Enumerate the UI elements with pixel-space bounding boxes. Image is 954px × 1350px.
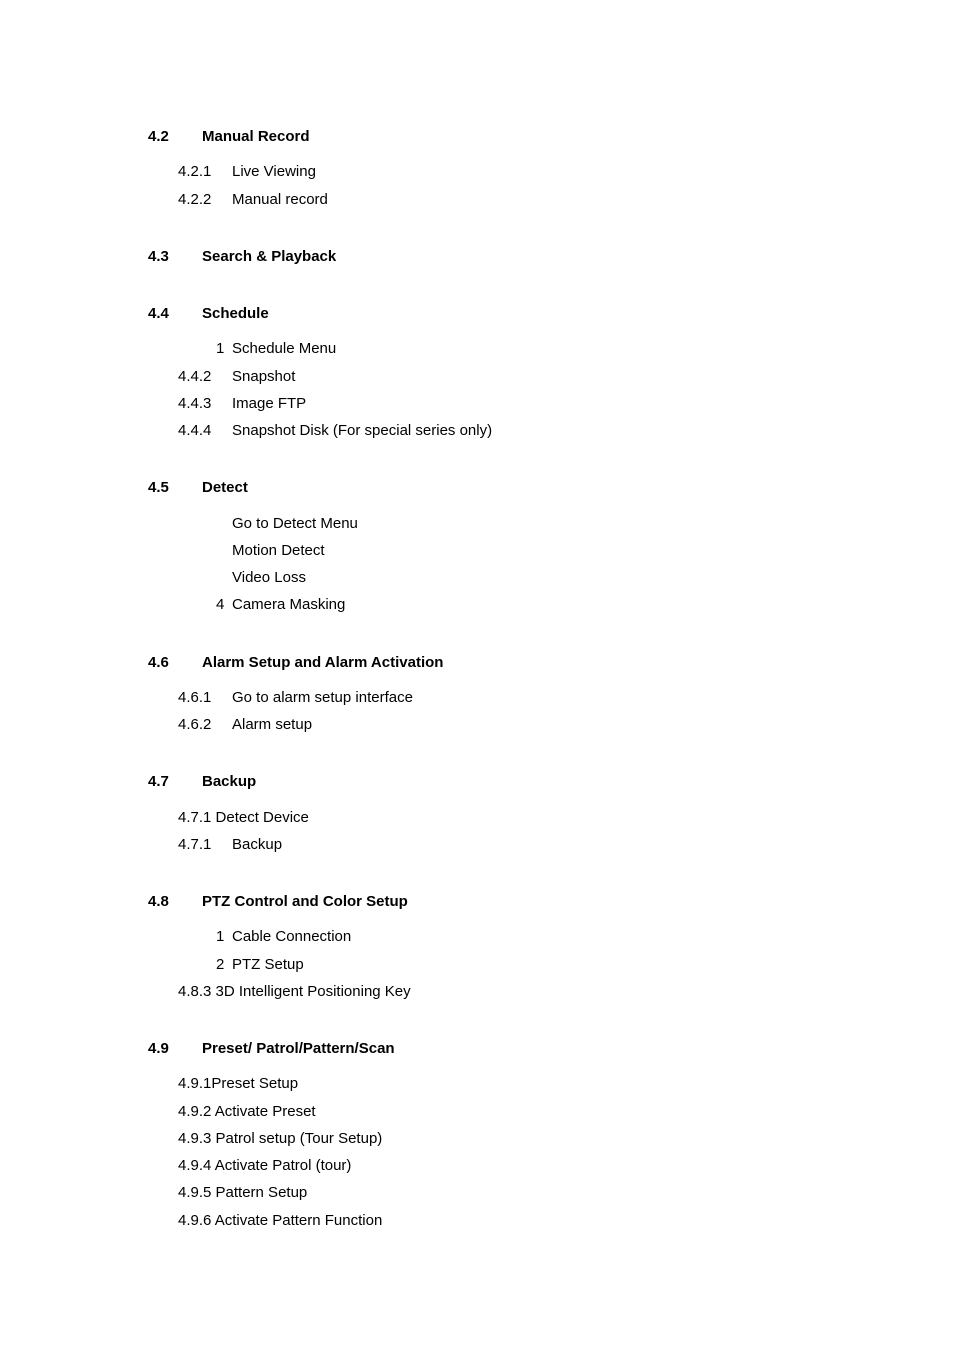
toc-entry-label: Snapshot [232, 368, 295, 385]
toc-entry-number: 4.6.2 [178, 713, 232, 736]
toc-section-title: Schedule [202, 305, 269, 322]
toc-entry-line: 4.7.1 Detect Device [178, 809, 309, 826]
toc-entry-label: Image FTP [232, 395, 306, 412]
toc-section-heading: 4.2Manual Record [148, 125, 954, 148]
toc-section-heading: 4.8PTZ Control and Color Setup [148, 890, 954, 913]
toc-entry: 4.9.2 Activate Preset [148, 1100, 954, 1123]
toc-entry: 1Schedule Menu [148, 337, 954, 360]
toc-entry: Motion Detect [148, 539, 954, 562]
toc-section-title: Detect [202, 479, 248, 496]
toc-entry: 4.4.2Snapshot [148, 365, 954, 388]
toc-section-number: 4.4 [148, 302, 202, 325]
toc-entry-line: 4.9.3 Patrol setup (Tour Setup) [178, 1130, 382, 1147]
toc-section-title: Alarm Setup and Alarm Activation [202, 654, 443, 671]
toc-section-title: Manual Record [202, 128, 310, 145]
toc-entry-number: 4.2.1 [178, 160, 232, 183]
toc-entry: 4.9.1Preset Setup [148, 1072, 954, 1095]
toc-section-title: Search & Playback [202, 248, 336, 265]
toc-entry-number: 4.4.2 [178, 365, 232, 388]
toc-entry-label: Cable Connection [232, 928, 351, 945]
toc-entry-label: Alarm setup [232, 716, 312, 733]
toc-entry: 4.7.1Backup [148, 833, 954, 856]
toc-section: 4.5Detect Go to Detect Menu Motion Detect V… [148, 476, 954, 616]
toc-entry-number: 4 [216, 593, 232, 616]
toc-section: 4.3Search & Playback [148, 245, 954, 268]
toc-entry: 4.9.3 Patrol setup (Tour Setup) [148, 1127, 954, 1150]
toc-entry-label: Backup [232, 836, 282, 853]
toc-entry-line: 4.9.4 Activate Patrol (tour) [178, 1157, 351, 1174]
toc-entry: 4.2.1Live Viewing [148, 160, 954, 183]
toc-section-title: PTZ Control and Color Setup [202, 893, 408, 910]
toc-entry-label: Snapshot Disk (For special series only) [232, 422, 492, 439]
toc-entry-label: Schedule Menu [232, 340, 336, 357]
toc-section: 4.4Schedule1Schedule Menu4.4.2Snapshot4.… [148, 302, 954, 442]
toc-entry-number: 2 [216, 953, 232, 976]
toc-entry: 4Camera Masking [148, 593, 954, 616]
toc-entry-label: Camera Masking [232, 596, 345, 613]
toc-section-number: 4.9 [148, 1037, 202, 1060]
toc-entry: 4.9.6 Activate Pattern Function [148, 1209, 954, 1232]
toc-entry-label: PTZ Setup [232, 956, 304, 973]
toc-section-heading: 4.5Detect [148, 476, 954, 499]
toc-entry: 1Cable Connection [148, 925, 954, 948]
toc-entry-number: 4.4.3 [178, 392, 232, 415]
toc-entry-label: Motion Detect [232, 542, 325, 559]
toc-section: 4.8PTZ Control and Color Setup 1Cable Con… [148, 890, 954, 1003]
toc-entry: Video Loss [148, 566, 954, 589]
toc-section-number: 4.8 [148, 890, 202, 913]
toc-entry: 4.4.3Image FTP [148, 392, 954, 415]
toc-entry: 4.9.4 Activate Patrol (tour) [148, 1154, 954, 1177]
toc-entry-number: 4.6.1 [178, 686, 232, 709]
toc-entry-label: Live Viewing [232, 163, 316, 180]
toc-entry-line: 4.9.1Preset Setup [178, 1075, 298, 1092]
toc-entry-number: 4.7.1 [178, 833, 232, 856]
toc-entry-line: 4.9.6 Activate Pattern Function [178, 1212, 382, 1229]
toc-entry-label: Manual record [232, 191, 328, 208]
toc-entry: 4.6.2Alarm setup [148, 713, 954, 736]
toc-entry-number: 4.4.4 [178, 419, 232, 442]
toc-section-number: 4.6 [148, 651, 202, 674]
toc-section-heading: 4.3Search & Playback [148, 245, 954, 268]
toc-entry: 4.6.1Go to alarm setup interface [148, 686, 954, 709]
toc-section-number: 4.7 [148, 770, 202, 793]
toc-entry: Go to Detect Menu [148, 512, 954, 535]
toc-entry-label: Video Loss [232, 569, 306, 586]
toc-section: 4.2Manual Record4.2.1Live Viewing4.2.2Ma… [148, 125, 954, 211]
toc-entry: 4.9.5 Pattern Setup [148, 1181, 954, 1204]
toc-section-heading: 4.9Preset/ Patrol/Pattern/Scan [148, 1037, 954, 1060]
toc-section-heading: 4.6Alarm Setup and Alarm Activation [148, 651, 954, 674]
toc-entry-number: 1 [216, 925, 232, 948]
toc-entry: 4.4.4Snapshot Disk (For special series o… [148, 419, 954, 442]
toc-section-number: 4.3 [148, 245, 202, 268]
toc-entry: 4.2.2Manual record [148, 188, 954, 211]
toc-section: 4.7Backup4.7.1 Detect Device4.7.1Backup [148, 770, 954, 856]
toc-entry-line: 4.9.2 Activate Preset [178, 1103, 316, 1120]
toc-entry: 2PTZ Setup [148, 953, 954, 976]
toc-section: 4.9Preset/ Patrol/Pattern/Scan 4.9.1Prese… [148, 1037, 954, 1232]
toc-entry-number: 1 [216, 337, 232, 360]
toc-root: 4.2Manual Record4.2.1Live Viewing4.2.2Ma… [148, 125, 954, 1232]
toc-section-title: Backup [202, 773, 256, 790]
toc-section-title: Preset/ Patrol/Pattern/Scan [202, 1040, 395, 1057]
toc-section-heading: 4.4Schedule [148, 302, 954, 325]
toc-entry-label: Go to Detect Menu [232, 515, 358, 532]
toc-section-number: 4.5 [148, 476, 202, 499]
toc-section: 4.6Alarm Setup and Alarm Activation 4.6.1… [148, 651, 954, 737]
toc-entry-label: Go to alarm setup interface [232, 689, 413, 706]
toc-entry-number: 4.2.2 [178, 188, 232, 211]
toc-section-heading: 4.7Backup [148, 770, 954, 793]
toc-entry-line: 4.8.3 3D Intelligent Positioning Key [178, 983, 411, 1000]
toc-entry: 4.7.1 Detect Device [148, 806, 954, 829]
toc-entry-line: 4.9.5 Pattern Setup [178, 1184, 307, 1201]
toc-entry: 4.8.3 3D Intelligent Positioning Key [148, 980, 954, 1003]
toc-section-number: 4.2 [148, 125, 202, 148]
